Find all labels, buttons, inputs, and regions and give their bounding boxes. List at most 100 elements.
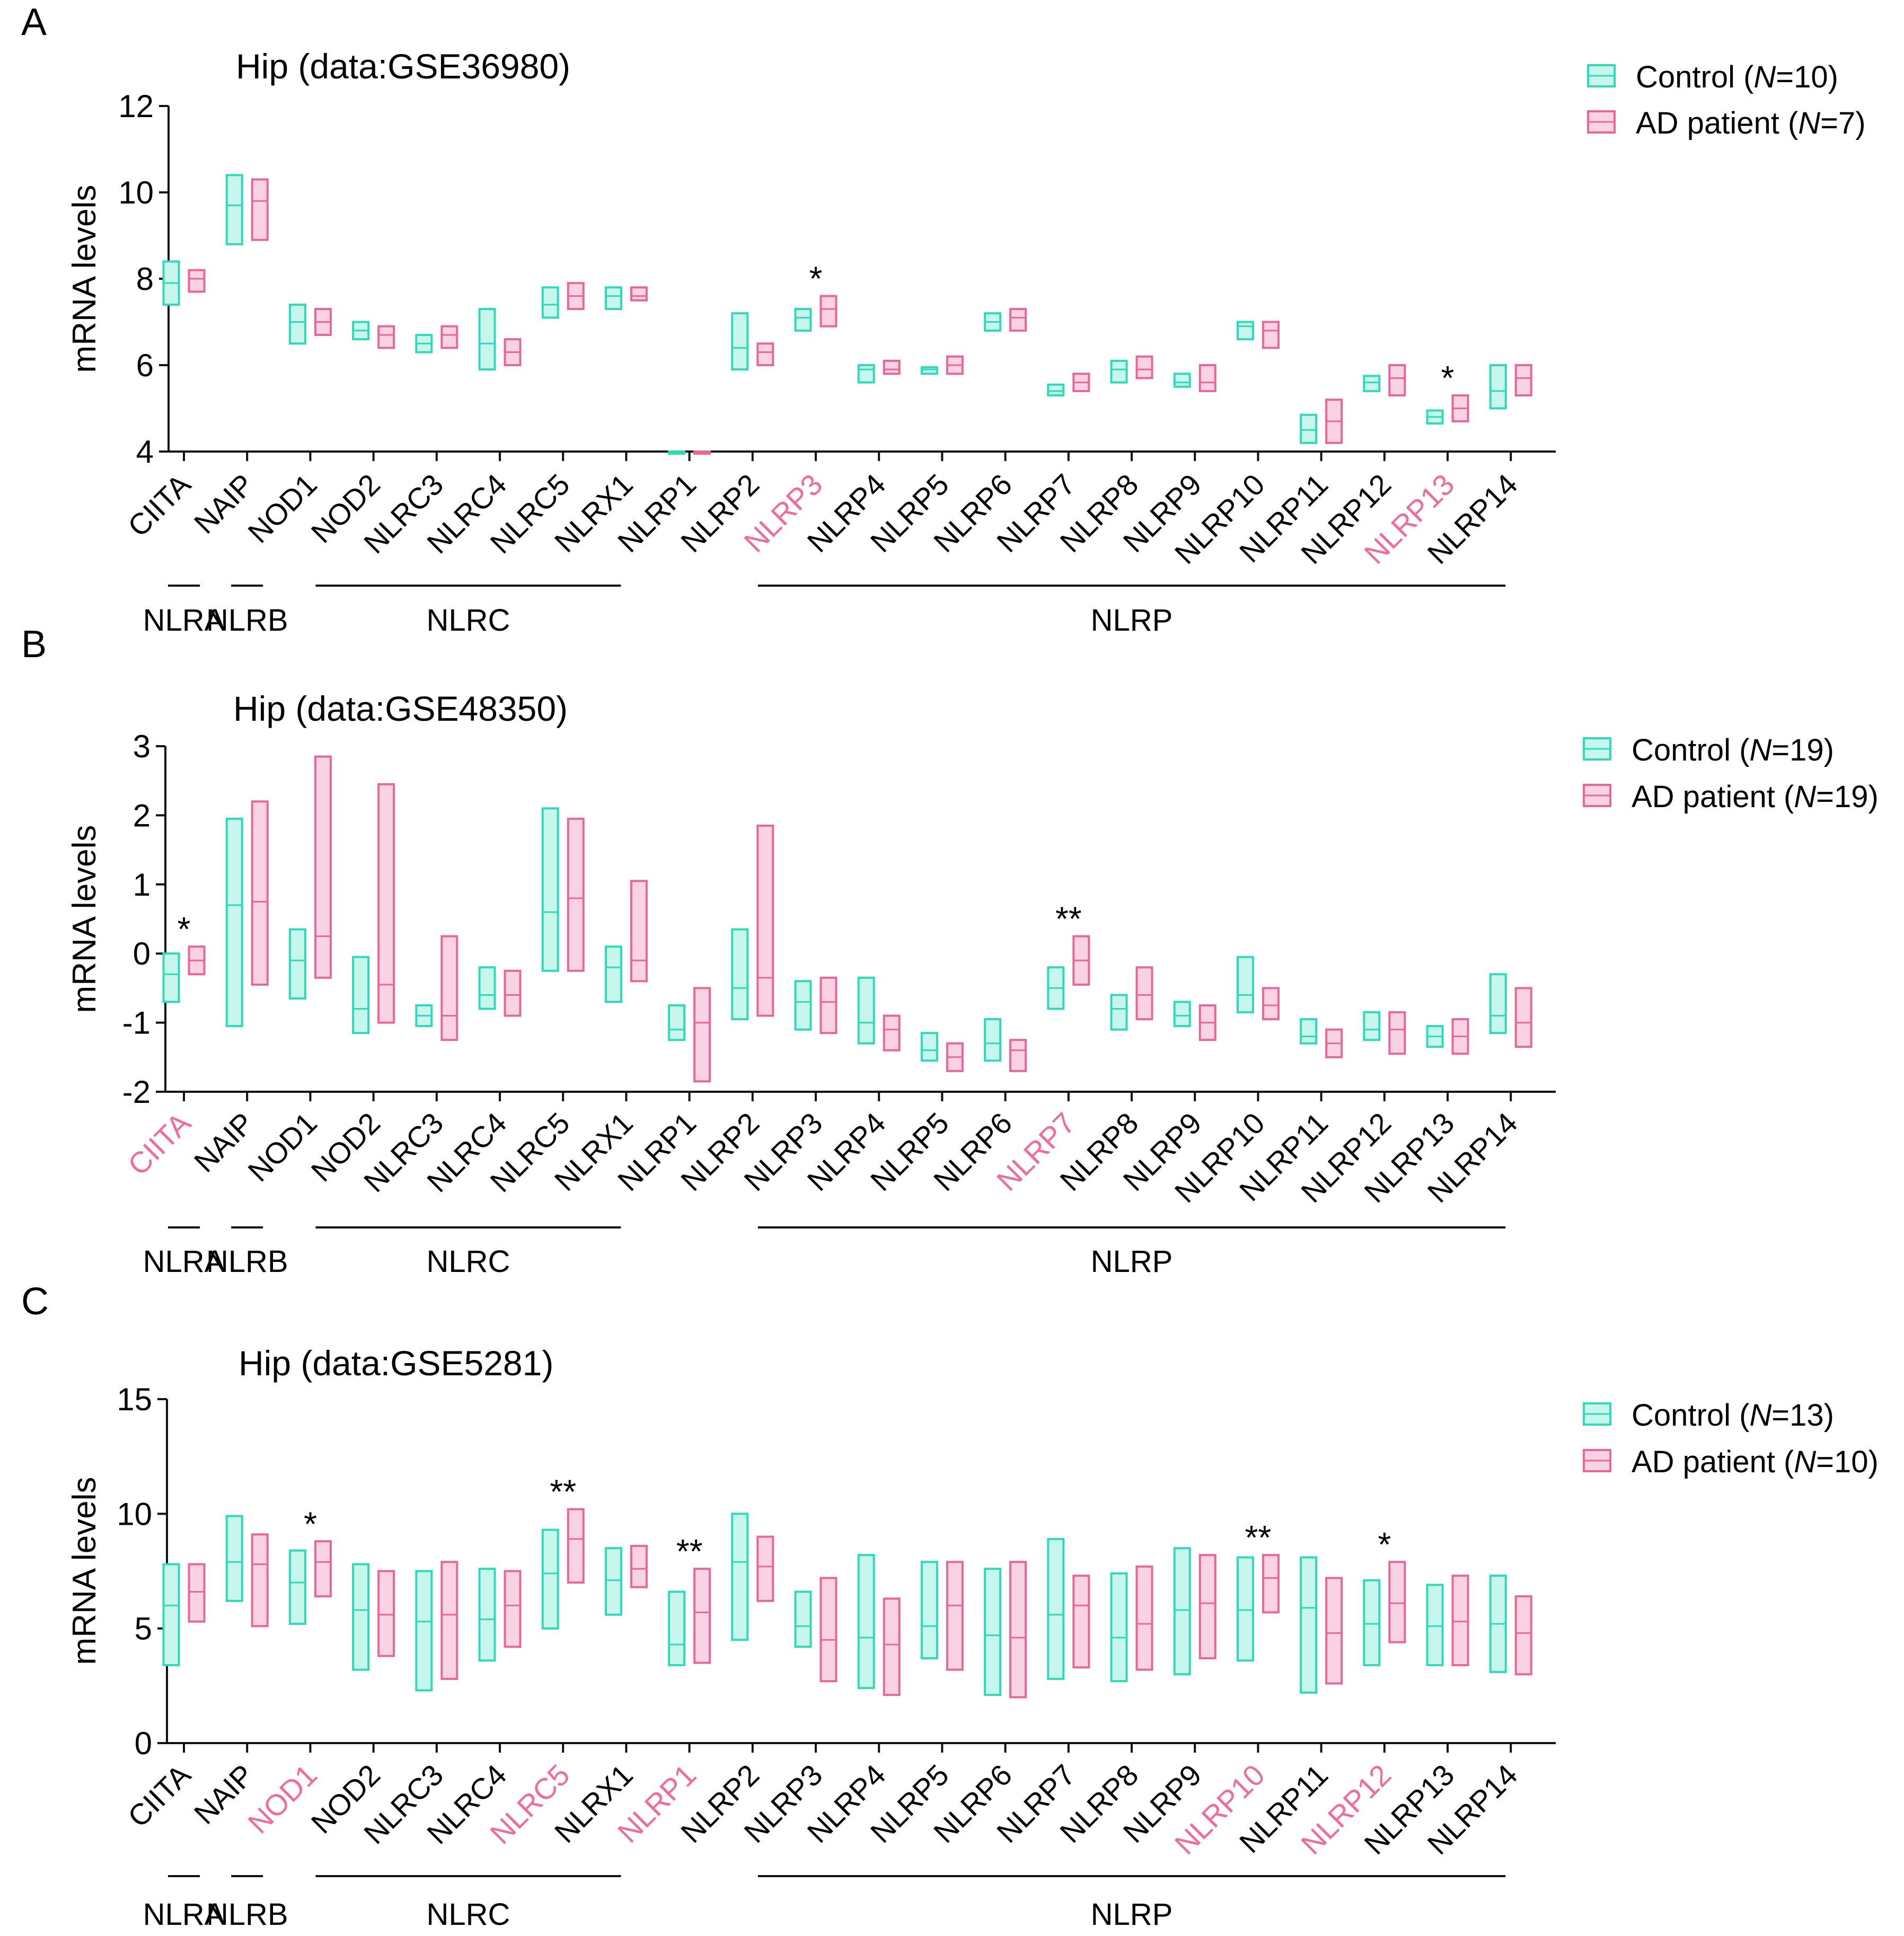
ad-bar xyxy=(504,969,522,1017)
y-tick-label: -2 xyxy=(122,1074,151,1110)
ad-bar xyxy=(819,1577,838,1683)
y-tick-label: 12 xyxy=(118,89,154,124)
ad-bar xyxy=(1135,1565,1153,1671)
ad-bar xyxy=(693,1568,711,1664)
y-tick-label: -1 xyxy=(122,1005,151,1041)
control-bar xyxy=(162,1563,180,1666)
control-bar xyxy=(1489,364,1507,410)
control-bar xyxy=(984,1018,1002,1062)
control-bar xyxy=(1110,994,1128,1031)
control-bar xyxy=(1363,1579,1381,1666)
control-bar xyxy=(857,1554,875,1690)
ad-bar xyxy=(440,325,459,349)
ad-bar xyxy=(377,325,395,349)
y-tick-label: 0 xyxy=(135,1726,152,1761)
y-tick-label: 4 xyxy=(136,434,154,470)
significance-marker: * xyxy=(1441,359,1455,397)
ad-bar xyxy=(567,817,585,972)
control-bar xyxy=(288,303,306,345)
control-bar xyxy=(288,1549,306,1625)
significance-marker: * xyxy=(1378,1525,1391,1563)
ad-bar xyxy=(756,1535,774,1602)
significance-marker: * xyxy=(304,1505,317,1543)
x-tick-label: CIITA xyxy=(121,1106,197,1181)
ad-bar xyxy=(819,295,838,328)
panel-a: A Hip (data:GSE36980) 4 6 8 10 12 mRNA levels CI… xyxy=(21,1,1866,638)
control-bar xyxy=(1300,1556,1318,1694)
control-bar xyxy=(604,286,622,311)
group-label: NLRP xyxy=(1091,603,1173,638)
control-bar xyxy=(1236,1556,1254,1662)
control-bar xyxy=(225,817,243,1028)
control-bar xyxy=(668,1004,686,1041)
control-bar xyxy=(857,364,875,384)
y-axis-label: mRNA levels xyxy=(66,185,103,373)
ad-bar xyxy=(377,783,395,1024)
y-tick-label: 2 xyxy=(133,798,151,833)
group-label: NLRC xyxy=(426,1897,510,1932)
group-label: NLRB xyxy=(206,603,288,638)
control-bar xyxy=(857,976,875,1045)
control-bar xyxy=(541,807,559,972)
control-bar xyxy=(225,174,243,245)
control-bar xyxy=(731,1513,749,1641)
chart-title: Hip (data:GSE36980) xyxy=(236,47,570,86)
ad-bar xyxy=(440,1561,459,1680)
y-tick-label: 0 xyxy=(133,936,151,971)
panel-letter: B xyxy=(21,623,47,666)
x-tick-label: NOD1 xyxy=(241,1758,323,1840)
control-bar xyxy=(352,956,370,1035)
control-bar xyxy=(1236,956,1254,1014)
ad-bar xyxy=(1135,355,1153,379)
control-bar xyxy=(731,312,749,371)
group-label: NLRP xyxy=(1091,1897,1173,1932)
control-bar xyxy=(288,928,306,1000)
panel-c: C Hip (data:GSE5281) 0 5 10 15 mRNA levels CIIT… xyxy=(21,1280,1879,1932)
panel-letter: C xyxy=(21,1280,49,1323)
ad-bar xyxy=(946,1561,964,1671)
ad-bar xyxy=(1135,966,1153,1021)
ad-bar xyxy=(1388,364,1406,397)
control-bar xyxy=(1173,1547,1191,1676)
y-tick-label: 8 xyxy=(136,261,154,297)
control-bar xyxy=(1489,973,1507,1035)
control-bar xyxy=(1173,373,1191,388)
significance-marker: * xyxy=(809,260,823,298)
x-tick-label: NOD1 xyxy=(241,1106,323,1188)
control-bar xyxy=(225,1515,243,1602)
panel-b: B Hip (data:GSE48350) -2 -1 0 1 2 3 mRNA levels C… xyxy=(21,623,1879,1279)
y-tick-label: 15 xyxy=(117,1382,152,1417)
ad-bar xyxy=(1325,1577,1343,1685)
chart-title: Hip (data:GSE5281) xyxy=(239,1343,553,1383)
control-bar xyxy=(541,286,559,319)
group-label: NLRA xyxy=(143,1244,225,1279)
ad-bar xyxy=(1514,364,1532,397)
control-bar xyxy=(1363,375,1381,392)
control-bar xyxy=(162,952,180,1003)
control-bar xyxy=(1300,413,1318,444)
y-tick-label: 5 xyxy=(135,1611,152,1647)
legend-ad-label: AD patient (N=7) xyxy=(1636,106,1866,140)
ad-bar xyxy=(1198,1554,1217,1659)
y-tick-label: 10 xyxy=(118,175,154,210)
ad-bar xyxy=(1262,321,1280,349)
legend-control-label: Control (N=10) xyxy=(1636,60,1838,94)
group-label: NLRC xyxy=(426,603,510,638)
ad-bar xyxy=(251,1533,269,1628)
control-bar xyxy=(920,1032,938,1062)
ad-bar xyxy=(1072,1575,1090,1669)
control-bar xyxy=(668,1590,686,1666)
ad-bar xyxy=(314,1540,332,1598)
group-label: NLRB xyxy=(206,1244,288,1279)
significance-marker: ** xyxy=(550,1473,576,1511)
control-bar xyxy=(1047,1537,1065,1680)
control-bar xyxy=(794,1590,812,1648)
ad-bar xyxy=(630,286,648,302)
control-bar xyxy=(1426,1584,1444,1666)
control-bar xyxy=(604,1547,622,1616)
ad-bar xyxy=(883,1597,901,1696)
group-label: NLRC xyxy=(426,1244,510,1279)
panel-letter: A xyxy=(21,1,47,43)
ad-bar xyxy=(1009,308,1027,332)
